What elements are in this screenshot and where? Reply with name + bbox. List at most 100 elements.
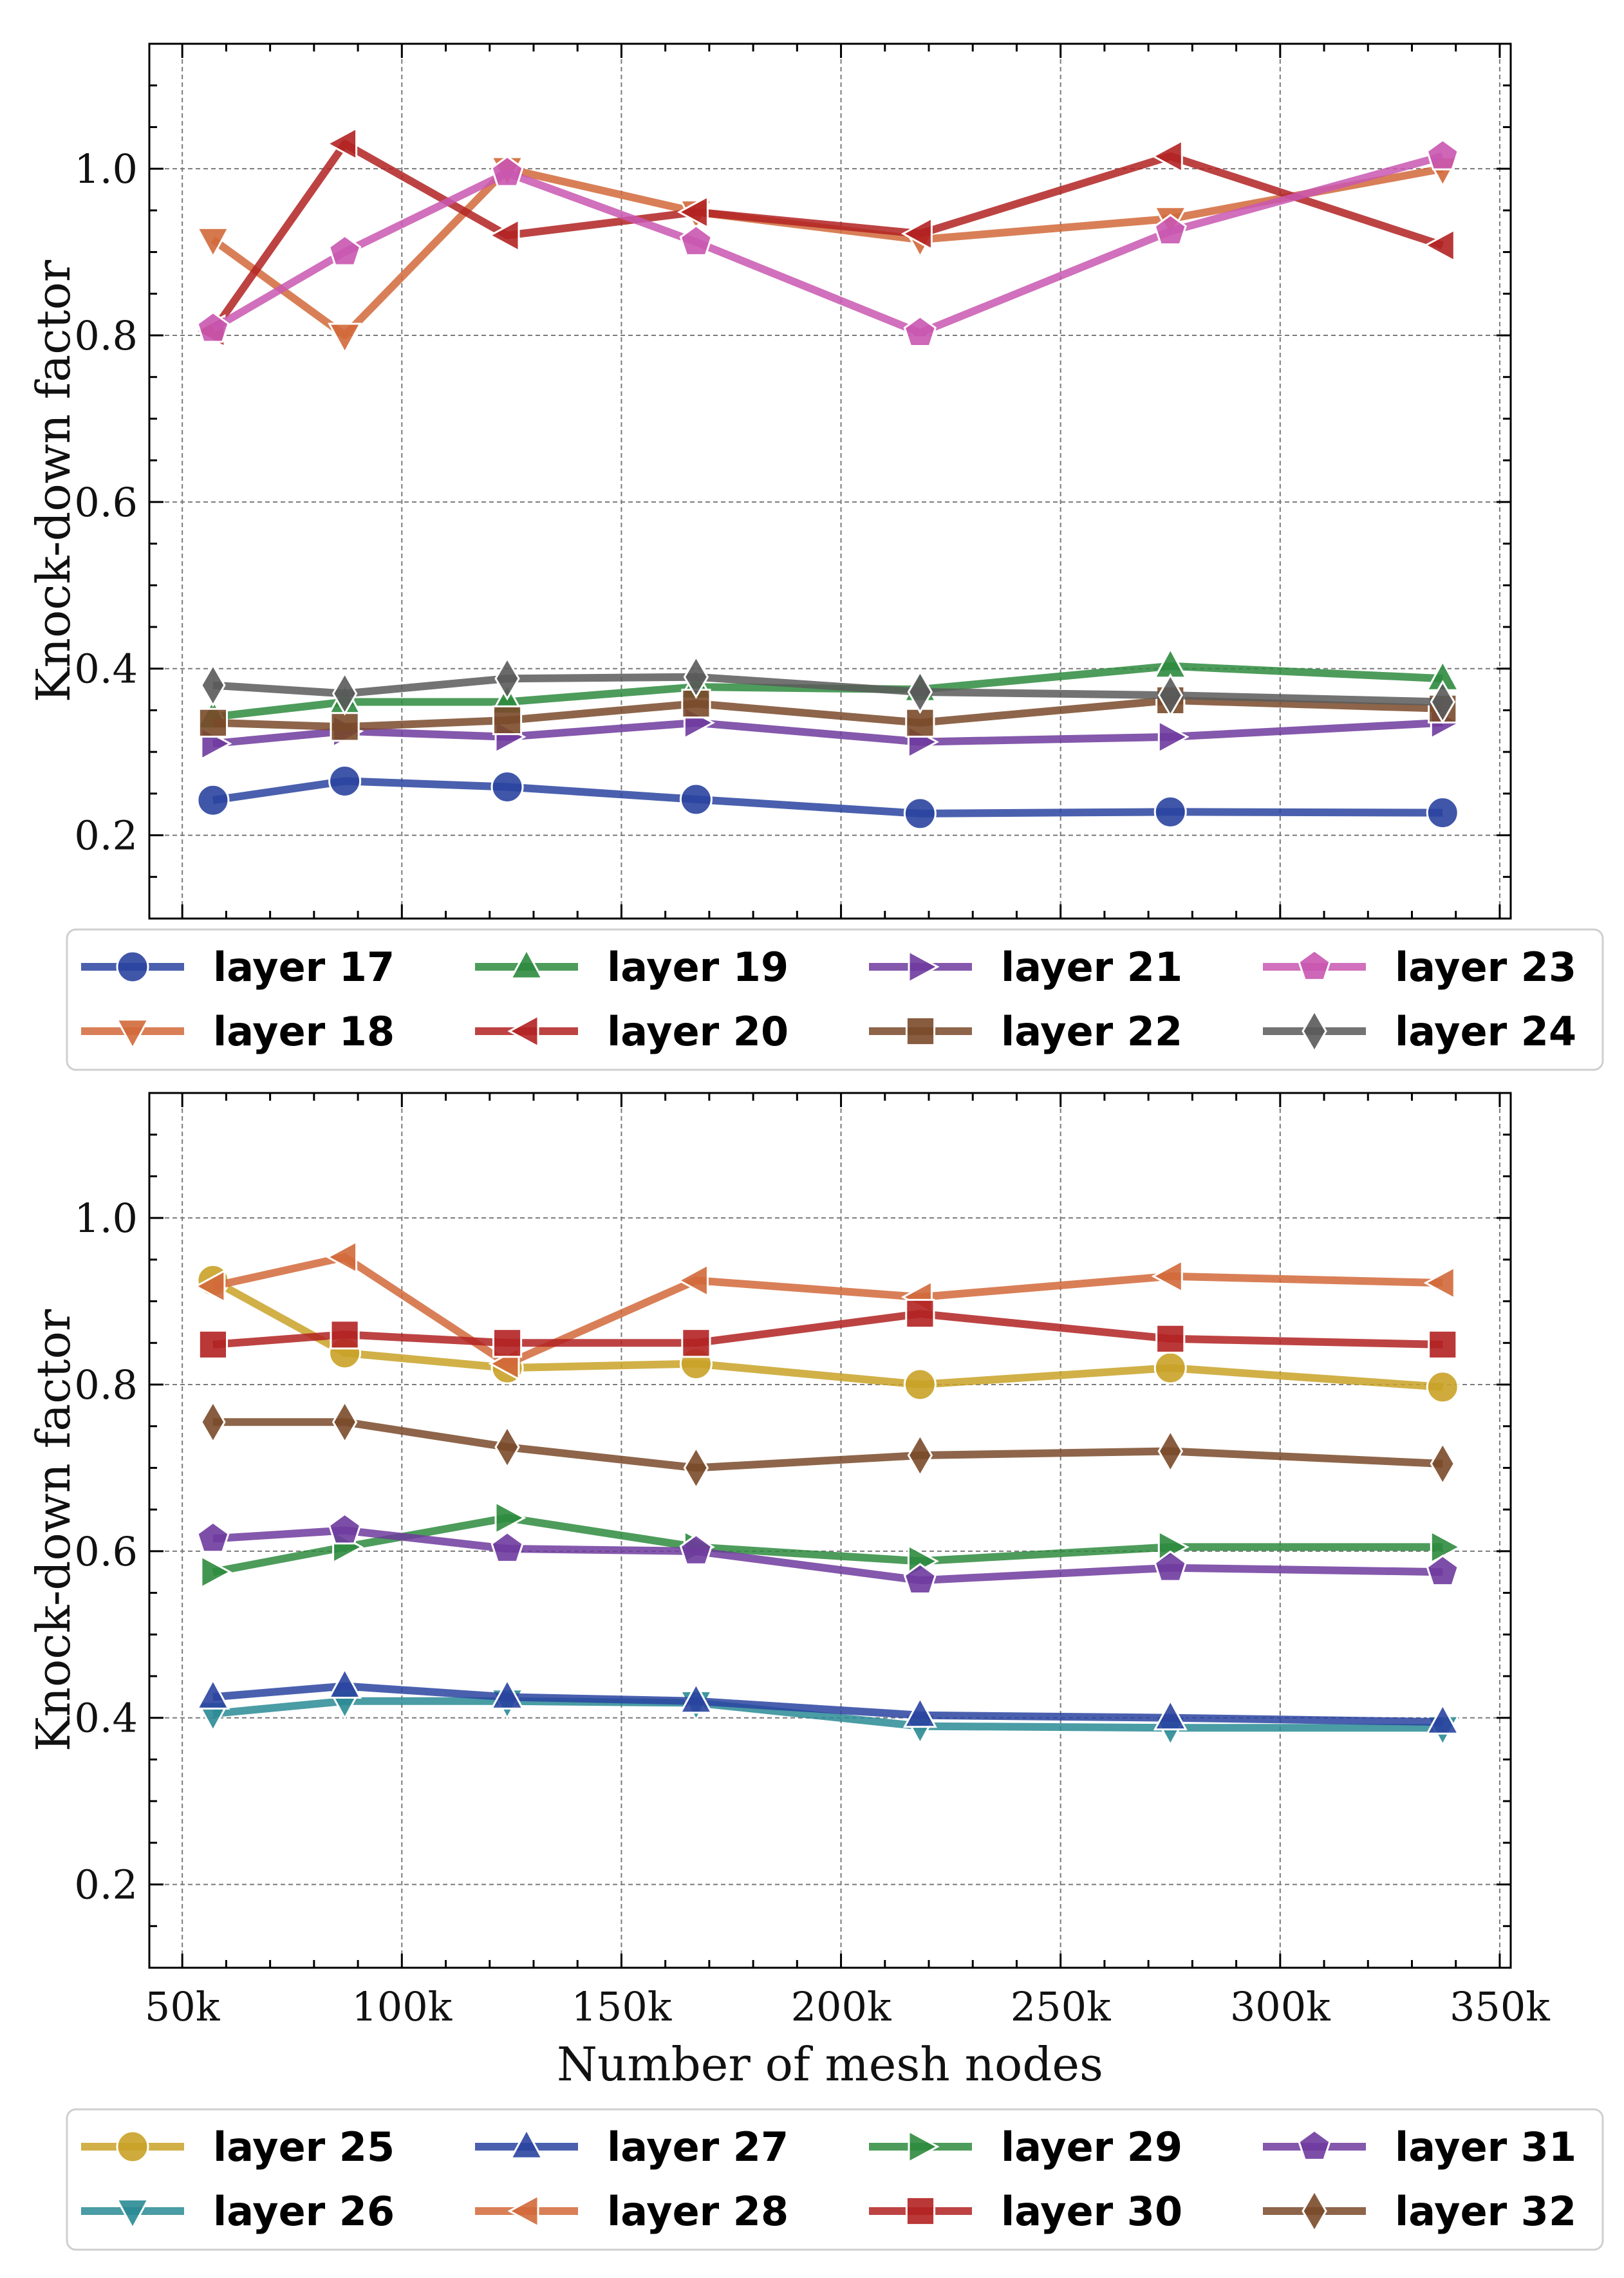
data-point: [1157, 720, 1190, 754]
legend-entry: layer 18: [81, 1008, 395, 1055]
data-point: [330, 1320, 360, 1350]
axis-ticks: [149, 1093, 1511, 1969]
data-point: [494, 1424, 520, 1470]
x-tick-label: 300k: [1230, 1983, 1330, 2030]
data-point: [328, 234, 362, 266]
legend-entry: layer 27: [475, 2124, 789, 2171]
legend-marker: [1302, 2189, 1327, 2234]
data-point: [326, 1240, 358, 1274]
axes-frame: [148, 1092, 1512, 1969]
legend-marker: [905, 2196, 936, 2227]
series-layer-17: [196, 764, 1459, 830]
legend-marker: [908, 949, 940, 984]
data-point: [1151, 1259, 1183, 1294]
chart-panel-1: 0.2 0.4 0.6 0.8 1.0 Knock-down factor layer 17…: [26, 42, 1604, 1071]
data-point: [907, 669, 933, 714]
data-point: [196, 1677, 230, 1710]
legend-box: [66, 928, 1604, 1071]
y-tick-label: 0.4: [74, 1695, 138, 1742]
data-point: [196, 783, 230, 817]
legend-entry: layer 29: [869, 2124, 1182, 2171]
legend-label: layer 22: [1001, 1008, 1182, 1055]
legend-label: layer 32: [1395, 2188, 1576, 2235]
x-tick-label: 200k: [791, 1983, 891, 2030]
legend-entry: layer 25: [81, 2124, 395, 2171]
series-layer-31: [196, 1513, 1459, 1594]
x-tick-label: 100k: [351, 1983, 452, 2030]
data-point: [331, 671, 358, 716]
data-point: [903, 315, 937, 347]
legend-label: layer 25: [213, 2124, 395, 2171]
data-point: [681, 1328, 711, 1358]
data-point: [677, 1263, 709, 1298]
data-point: [679, 783, 713, 816]
data-point: [1151, 139, 1183, 174]
legend-marker: [116, 2130, 149, 2163]
data-point: [490, 155, 524, 187]
y-tick-label: 0.2: [74, 1862, 138, 1909]
legend-marker: [905, 1016, 936, 1047]
data-point: [330, 712, 360, 742]
y-tick-label: 1.0: [74, 1195, 138, 1242]
legend-entry: layer 19: [475, 944, 789, 991]
legend-entry: layer 22: [869, 1008, 1182, 1055]
data-point: [328, 764, 362, 798]
legend-entry: layer 26: [81, 2188, 395, 2235]
data-point: [1153, 1699, 1188, 1731]
legend-box: [66, 2108, 1604, 2251]
data-point: [683, 655, 709, 699]
legend-entry: layer 24: [1263, 1008, 1576, 1055]
legend-entry: layer 32: [1263, 2188, 1576, 2235]
data-point: [677, 194, 709, 229]
legend-label: layer 18: [213, 1008, 395, 1055]
legend: layer 17 layer 18 layer 19 layer 20 layer 21…: [66, 928, 1604, 1071]
data-point: [198, 707, 229, 738]
y-axis-title: Knock-down factor: [26, 1309, 80, 1751]
y-tick-label: 0.8: [74, 1361, 138, 1408]
data-point: [492, 1328, 523, 1358]
data-point: [903, 797, 937, 830]
data-point: [194, 1269, 226, 1303]
data-point: [1153, 1351, 1187, 1385]
grid-lines: [149, 44, 1511, 919]
data-point: [196, 227, 230, 259]
data-point: [328, 1666, 362, 1699]
legend-label: layer 30: [1001, 2188, 1182, 2235]
legend-marker: [1302, 1009, 1327, 1054]
data-point: [1426, 138, 1459, 171]
data-point: [1426, 796, 1459, 830]
y-tick-label: 0.6: [74, 1528, 138, 1575]
legend: layer 25 layer 26 layer 27 layer 28 layer 29…: [66, 2108, 1604, 2251]
legend-label: layer 26: [213, 2188, 395, 2235]
x-tick-label: 350k: [1450, 1983, 1550, 2030]
y-tick-label: 0.8: [74, 312, 138, 359]
legend-marker: [1298, 949, 1331, 981]
data-point: [328, 1513, 362, 1545]
data-point: [678, 1682, 713, 1714]
data-point: [200, 1399, 226, 1444]
data-point: [1153, 795, 1187, 828]
legend-marker: [1298, 2129, 1331, 2161]
data-point: [1425, 1703, 1460, 1735]
legend-marker: [115, 1018, 150, 1050]
data-point: [494, 656, 520, 701]
data-point: [1153, 214, 1187, 246]
data-point: [488, 218, 520, 253]
chart-panel-2: 0.2 0.4 0.6 0.8 1.0 50k 100k 150k 200k 250k 300k 35…: [26, 1092, 1604, 2251]
legend-label: layer 17: [213, 944, 395, 991]
data-point: [1153, 1550, 1187, 1582]
x-tick-label: 250k: [1011, 1983, 1111, 2030]
data-point: [490, 1531, 524, 1563]
grid-lines: [149, 1093, 1511, 1968]
series-layer-20: [194, 126, 1455, 349]
data-point: [901, 216, 933, 251]
legend-label: layer 20: [607, 1008, 789, 1055]
legend-entry: layer 30: [869, 2188, 1182, 2235]
legend-label: layer 29: [1001, 2124, 1182, 2171]
legend-label: layer 19: [607, 944, 789, 991]
legend-label: layer 27: [607, 2124, 789, 2171]
data-point: [200, 1554, 232, 1589]
y-tick-label: 0.6: [74, 479, 138, 526]
data-point: [1430, 1441, 1456, 1486]
